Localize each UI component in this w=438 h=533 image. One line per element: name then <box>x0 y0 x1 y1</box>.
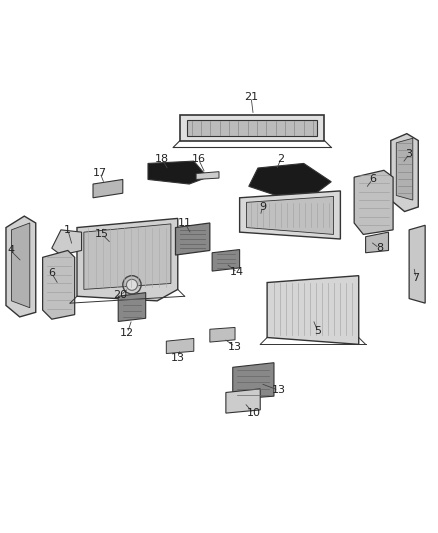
Polygon shape <box>226 389 260 413</box>
Text: 6: 6 <box>369 174 376 184</box>
Polygon shape <box>396 138 413 200</box>
Text: 11: 11 <box>178 218 192 228</box>
Polygon shape <box>77 219 178 301</box>
Text: 13: 13 <box>171 353 185 363</box>
Polygon shape <box>148 161 208 184</box>
Polygon shape <box>118 293 146 321</box>
Polygon shape <box>354 170 393 235</box>
Text: 13: 13 <box>272 385 286 395</box>
Text: 3: 3 <box>406 149 413 159</box>
Text: 4: 4 <box>7 246 14 255</box>
Text: 6: 6 <box>48 269 55 278</box>
Polygon shape <box>267 276 359 344</box>
Text: 15: 15 <box>95 229 109 239</box>
Text: 21: 21 <box>244 92 258 102</box>
Polygon shape <box>11 223 30 308</box>
Text: 1: 1 <box>64 225 71 235</box>
Text: 12: 12 <box>120 328 134 338</box>
Circle shape <box>127 279 138 290</box>
Polygon shape <box>6 216 36 317</box>
Text: 5: 5 <box>314 326 321 336</box>
Polygon shape <box>196 172 219 180</box>
Polygon shape <box>84 224 171 289</box>
Text: 13: 13 <box>228 342 242 352</box>
Polygon shape <box>249 164 331 196</box>
Text: 16: 16 <box>191 154 205 164</box>
Polygon shape <box>210 327 235 342</box>
Text: 14: 14 <box>230 268 244 278</box>
Polygon shape <box>212 249 240 271</box>
Text: 8: 8 <box>376 243 383 253</box>
Text: 20: 20 <box>113 290 127 301</box>
Text: 17: 17 <box>93 167 107 177</box>
Polygon shape <box>180 115 325 141</box>
Polygon shape <box>166 338 194 353</box>
Polygon shape <box>187 120 318 136</box>
Polygon shape <box>233 363 274 399</box>
Text: 10: 10 <box>246 408 260 418</box>
Polygon shape <box>240 191 340 239</box>
Text: 7: 7 <box>413 273 420 283</box>
Polygon shape <box>52 230 81 255</box>
Text: 18: 18 <box>155 154 169 164</box>
Text: 9: 9 <box>259 202 266 212</box>
Text: 2: 2 <box>277 154 284 164</box>
Polygon shape <box>93 180 123 198</box>
Polygon shape <box>176 223 210 255</box>
Polygon shape <box>366 232 389 253</box>
Polygon shape <box>391 134 418 212</box>
Polygon shape <box>42 251 75 319</box>
Polygon shape <box>247 196 333 235</box>
Polygon shape <box>409 225 425 303</box>
